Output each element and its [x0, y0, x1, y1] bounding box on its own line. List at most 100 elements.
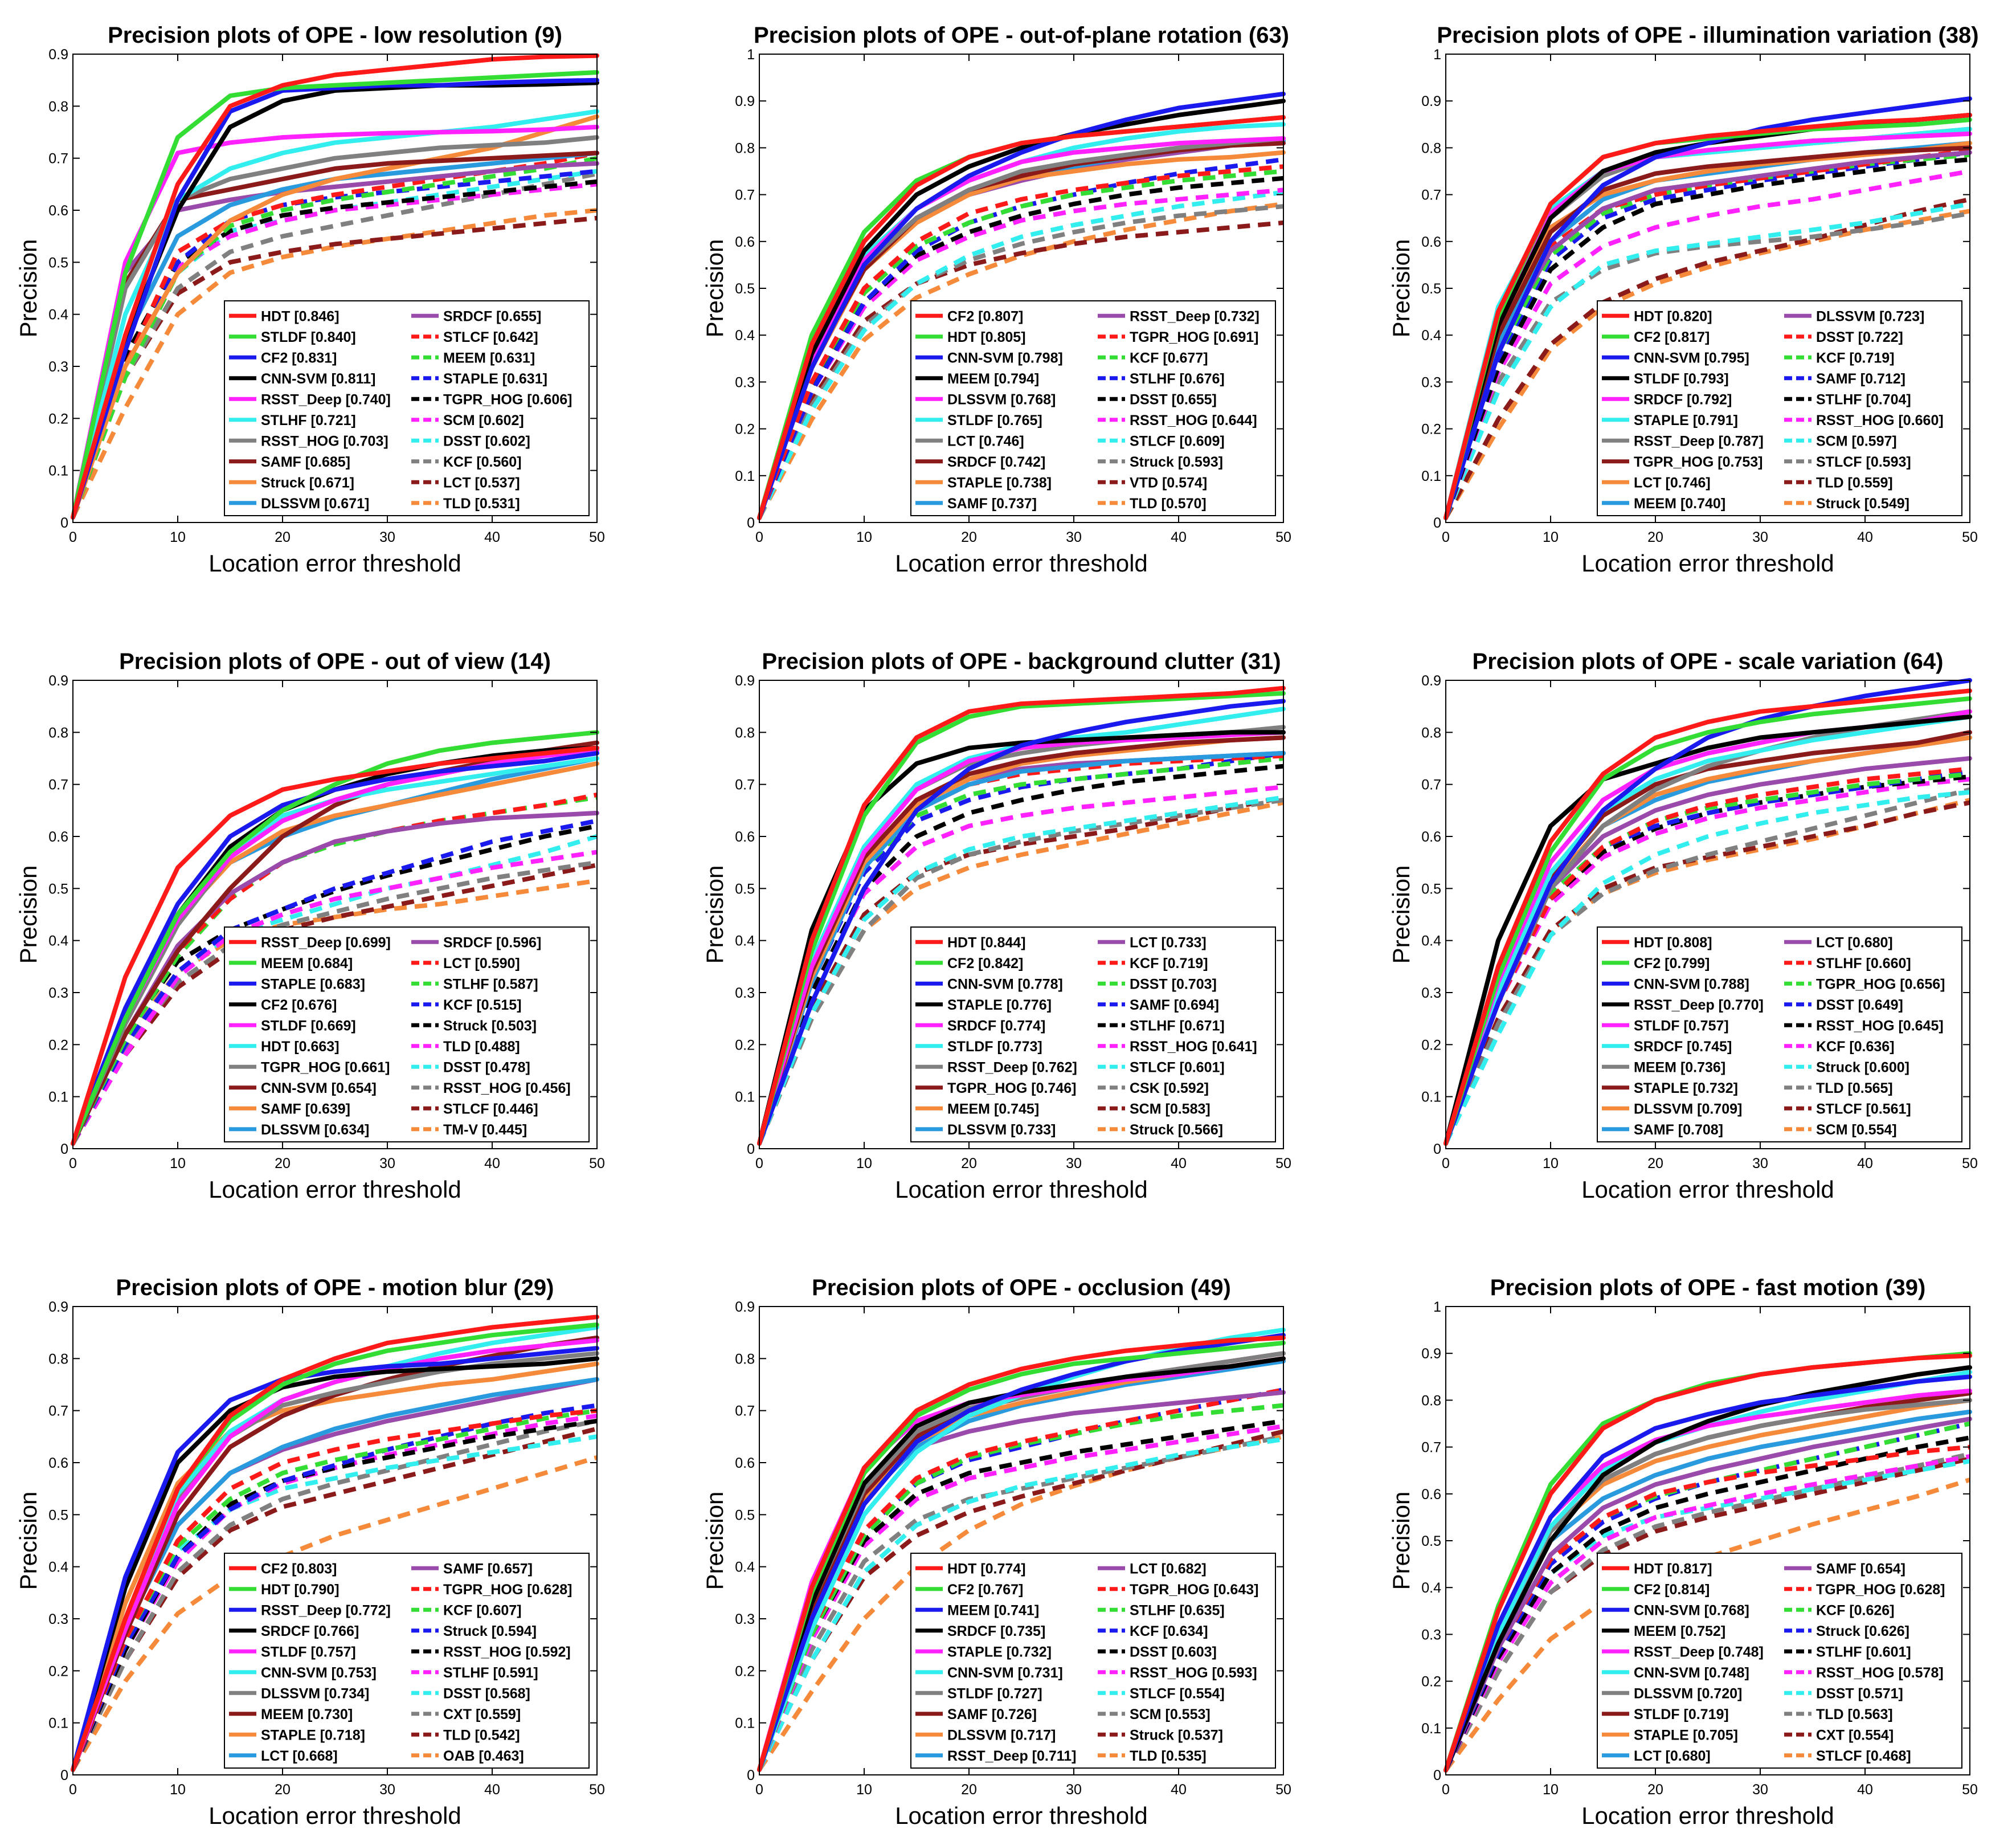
legend-entry: TM-V [0.445] — [443, 1122, 527, 1138]
legend: HDT [0.844] CF2 [0.842] CNN-SVM [0.778] STA… — [910, 926, 1276, 1142]
y-tick-label: 0.9 — [735, 1299, 755, 1315]
legend-entry: KCF [0.560] — [443, 454, 522, 470]
series-line — [1443, 96, 1972, 520]
x-tick-label: 20 — [275, 1156, 291, 1171]
legend-box — [1597, 926, 1962, 1142]
legend-entry: LCT [0.733] — [1130, 934, 1207, 950]
y-tick-label: 0.4 — [48, 307, 68, 323]
series-line — [757, 136, 1286, 520]
legend-entry: SRDCF [0.742] — [947, 454, 1045, 470]
series-line — [757, 798, 1284, 1145]
legend-entry: LCT [0.537] — [443, 475, 520, 491]
legend-entry: TGPR_HOG [0.753] — [1634, 454, 1763, 470]
legend-entry: SRDCF [0.735] — [947, 1623, 1045, 1639]
legend-entry: OAB [0.463] — [443, 1748, 524, 1764]
legend-entry: STLCF [0.468] — [1816, 1748, 1911, 1764]
y-tick-label: 0.6 — [735, 1455, 755, 1471]
legend-entry: KCF [0.515] — [443, 997, 522, 1013]
series-line — [1443, 777, 1970, 1145]
x-tick-label: 10 — [170, 1156, 186, 1171]
series-line — [71, 730, 599, 1146]
legend-entry: RSST_Deep [0.711] — [947, 1748, 1077, 1764]
y-tick-label: 1 — [747, 47, 755, 63]
legend-entry: CXT [0.554] — [1816, 1727, 1894, 1743]
y-tick-label: 0.1 — [735, 1716, 755, 1732]
series-line — [757, 204, 1284, 519]
series-line — [71, 1335, 599, 1772]
legend-entry: HDT [0.846] — [261, 308, 340, 324]
y-tick-label: 0.3 — [48, 359, 68, 375]
y-tick-label: 0 — [747, 515, 755, 531]
y-tick-label: 0 — [60, 515, 68, 531]
x-tick-label: 10 — [170, 1782, 186, 1798]
legend-entry: CF2 [0.676] — [261, 997, 337, 1013]
chart-panel-7: Precision plots of OPE - motion blur (29… — [15, 1275, 605, 1829]
legend-entry: CSK [0.592] — [1130, 1080, 1209, 1096]
y-axis-label: Precision — [701, 866, 728, 964]
series-line — [71, 70, 599, 520]
legend-entry: Struck [0.626] — [1816, 1623, 1909, 1639]
x-tick-label: 10 — [1543, 529, 1559, 545]
chart-title: Precision plots of OPE - low resolution … — [108, 23, 562, 48]
x-tick-label: 30 — [379, 1156, 395, 1171]
series-line — [71, 1315, 599, 1772]
legend-entry: KCF [0.677] — [1130, 350, 1208, 366]
legend-entry: CNN-SVM [0.788] — [1634, 976, 1749, 992]
y-tick-label: 0.9 — [735, 673, 755, 689]
legend-entry: CNN-SVM [0.731] — [947, 1665, 1063, 1681]
y-tick-label: 0.8 — [1421, 725, 1441, 741]
y-tick-label: 0.7 — [1421, 777, 1441, 793]
series-line — [71, 53, 599, 520]
x-tick-label: 0 — [69, 1156, 77, 1171]
legend-box — [1597, 300, 1962, 516]
legend-entry: SCM [0.554] — [1816, 1122, 1897, 1138]
y-axis-label: Precision — [701, 239, 728, 338]
legend-entry: STLDF [0.757] — [261, 1644, 356, 1660]
y-tick-label: 0.5 — [48, 1507, 68, 1523]
legend-entry: SRDCF [0.655] — [443, 308, 541, 324]
legend-entry: MEEM [0.730] — [261, 1707, 353, 1722]
y-tick-label: 0.1 — [1421, 468, 1441, 484]
y-tick-label: 0.5 — [48, 881, 68, 897]
x-tick-label: 50 — [1962, 529, 1978, 545]
x-axis-label: Location error threshold — [208, 550, 461, 577]
legend-box — [224, 926, 590, 1142]
x-tick-label: 40 — [1171, 1782, 1187, 1798]
x-tick-label: 40 — [1857, 1156, 1873, 1171]
chart-title: Precision plots of OPE - scale variation… — [1473, 649, 1944, 674]
series-line — [1443, 1353, 1972, 1773]
series-line — [1443, 1374, 1972, 1773]
y-tick-label: 0.7 — [735, 187, 755, 203]
series-line — [1443, 145, 1972, 520]
x-tick-label: 50 — [1962, 1782, 1978, 1798]
legend-entry: CF2 [0.767] — [947, 1582, 1023, 1598]
y-axis-label: Precision — [1388, 239, 1414, 338]
legend-entry: STLDF [0.773] — [947, 1039, 1042, 1055]
legend: HDT [0.817] CF2 [0.814] CNN-SVM [0.768] MEE… — [1597, 1553, 1962, 1769]
series-line — [71, 124, 599, 520]
x-tick-label: 20 — [275, 1782, 291, 1798]
y-tick-label: 0.9 — [1421, 1346, 1441, 1362]
series-line — [71, 1361, 599, 1772]
series-group — [71, 53, 599, 520]
series-group — [757, 1328, 1286, 1772]
legend-entry: STLCF [0.561] — [1816, 1101, 1911, 1117]
legend-entry: CNN-SVM [0.654] — [261, 1080, 377, 1096]
legend-entry: STLDF [0.669] — [261, 1018, 356, 1034]
legend-entry: RSST_Deep [0.732] — [1130, 308, 1260, 324]
y-axis-label: Precision — [1388, 866, 1414, 964]
x-tick-label: 20 — [1647, 1782, 1663, 1798]
legend-entry: CF2 [0.817] — [1634, 329, 1710, 345]
legend-entry: SCM [0.597] — [1816, 433, 1897, 449]
legend-entry: RSST_HOG [0.593] — [1130, 1665, 1257, 1681]
x-tick-label: 30 — [379, 529, 395, 545]
y-tick-label: 0 — [60, 1767, 68, 1783]
y-tick-label: 0.9 — [735, 93, 755, 109]
legend-entry: CNN-SVM [0.748] — [1634, 1665, 1749, 1681]
x-tick-label: 10 — [856, 1782, 872, 1798]
x-tick-label: 20 — [961, 529, 977, 545]
y-tick-label: 0.1 — [735, 1089, 755, 1105]
y-tick-label: 0.5 — [1421, 281, 1441, 297]
series-line — [1443, 1435, 1970, 1771]
legend-entry: HDT [0.844] — [947, 934, 1026, 950]
